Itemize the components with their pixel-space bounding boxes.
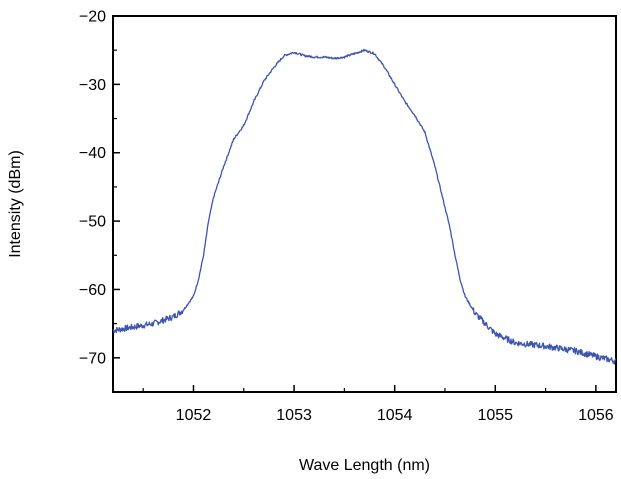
x-axis-ticks: 1052 1053 1054 1055 1056 [142,385,614,424]
y-axis-label: Intensity (dBm) [7,150,24,258]
x-tick-label: 1054 [377,407,413,424]
x-tick-label: 1052 [176,407,212,424]
y-tick-label: −70 [79,350,106,367]
y-tick-label: −30 [79,77,106,94]
y-tick-label: −40 [79,145,106,162]
y-tick-label: −50 [79,214,106,231]
x-tick-label: 1056 [578,407,614,424]
spectrum-line [112,48,617,365]
y-axis-ticks: −20 −30 −40 −50 −60 −70 [79,9,120,367]
y-tick-label: −60 [79,282,106,299]
x-axis-label: Wave Length (nm) [299,457,430,474]
x-tick-label: 1055 [477,407,513,424]
plot-frame [112,15,617,393]
x-tick-label: 1053 [276,407,312,424]
y-tick-label: −20 [79,9,106,26]
